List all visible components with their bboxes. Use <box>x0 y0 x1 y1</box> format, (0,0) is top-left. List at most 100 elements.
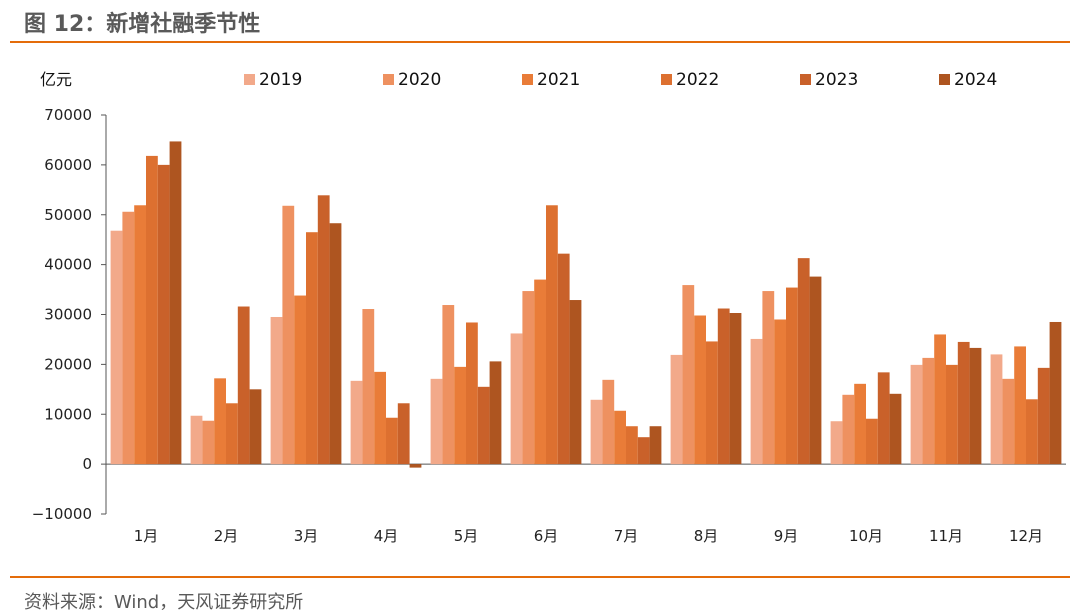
bar-2024-11 <box>969 347 982 465</box>
bar-2020-11 <box>922 357 935 465</box>
bar-2020-5 <box>442 305 455 465</box>
bar-2020-9 <box>762 291 775 465</box>
y-tick-label: 40000 <box>44 256 92 274</box>
bar-2019-11 <box>910 364 923 465</box>
bar-2019-7 <box>590 399 603 465</box>
x-tick-label: 9月 <box>774 527 799 545</box>
y-tick-label: 70000 <box>44 106 92 124</box>
bar-2019-4 <box>350 380 363 465</box>
bar-2020-2 <box>202 420 215 465</box>
bar-2019-12 <box>990 354 1003 465</box>
bar-2024-9 <box>809 276 822 465</box>
bar-2019-10 <box>830 421 843 465</box>
x-axis: 1月 2月 3月 4月 5月 6月 7月 8月 9月 10月 11月 12月 <box>106 463 1066 545</box>
figure-title: 图 12：新增社融季节性 <box>24 12 261 37</box>
bar-2019-2 <box>190 415 203 465</box>
y-tick-label: 10000 <box>44 405 92 423</box>
bar-2020-7 <box>602 379 615 465</box>
bar-2023-3 <box>317 195 330 465</box>
bar-2024-3 <box>329 223 342 465</box>
bar-2023-4 <box>397 403 410 465</box>
x-tick-label: 7月 <box>614 527 639 545</box>
y-tick-label: 20000 <box>44 355 92 373</box>
bar-2024-5 <box>489 361 502 465</box>
x-tick-label: 4月 <box>374 527 399 545</box>
legend-label: 2020 <box>398 70 441 90</box>
bar-2021-6 <box>534 279 546 465</box>
bar-2021-11 <box>934 334 946 465</box>
bar-2021-3 <box>294 295 306 465</box>
chart-legend: 2019 2020 2021 2022 2023 2024 <box>244 70 997 90</box>
legend-swatch <box>661 74 672 85</box>
bar-2020-1 <box>122 211 135 465</box>
bar-2023-1 <box>157 164 170 465</box>
legend-swatch <box>244 74 255 85</box>
x-tick-label: 8月 <box>694 527 719 545</box>
bar-2023-9 <box>797 258 810 465</box>
legend-swatch <box>383 74 394 85</box>
bar-2021-2 <box>214 378 226 465</box>
bar-2021-10 <box>854 383 866 465</box>
bar-chart: 2019 2020 2021 2022 2023 2024 −10000 0 10000 200… <box>32 70 1066 545</box>
legend-swatch <box>939 74 950 85</box>
x-tick-label: 10月 <box>849 527 883 545</box>
bar-2022-7 <box>626 426 638 465</box>
bar-2024-1 <box>169 141 182 465</box>
bar-2022-3 <box>306 232 318 465</box>
bar-2020-6 <box>522 291 535 465</box>
bar-2019-5 <box>430 378 443 465</box>
bar-2023-6 <box>557 253 570 465</box>
bar-2020-10 <box>842 394 855 465</box>
bar-2022-9 <box>786 287 798 465</box>
bar-2022-1 <box>146 155 158 465</box>
bar-2020-8 <box>682 285 695 465</box>
bar-2021-8 <box>694 315 706 465</box>
y-tick-label: 0 <box>82 455 92 473</box>
bar-2024-10 <box>889 393 902 465</box>
bar-2022-11 <box>946 364 958 465</box>
bar-2019-1 <box>110 230 123 465</box>
x-tick-label: 6月 <box>534 527 559 545</box>
bar-2022-4 <box>386 417 398 465</box>
bar-2023-5 <box>477 386 490 465</box>
legend-label: 2023 <box>815 70 858 90</box>
bar-2022-2 <box>226 403 238 465</box>
bar-2023-8 <box>717 308 730 465</box>
x-tick-label: 12月 <box>1009 527 1043 545</box>
legend-swatch <box>800 74 811 85</box>
bar-2023-2 <box>237 306 250 465</box>
bar-2020-4 <box>362 309 375 465</box>
bar-2023-12 <box>1037 367 1050 465</box>
bar-2019-6 <box>510 333 523 465</box>
bar-2019-3 <box>270 316 283 465</box>
y-tick-label: 50000 <box>44 206 92 224</box>
source-note: 资料来源：Wind，天风证券研究所 <box>24 592 304 613</box>
y-tick-label: 60000 <box>44 156 92 174</box>
x-tick-label: 11月 <box>929 527 963 545</box>
bar-2024-4 <box>409 464 422 468</box>
legend-swatch <box>522 74 533 85</box>
bar-2024-12 <box>1049 321 1062 465</box>
bar-2022-8 <box>706 341 718 465</box>
footer-divider <box>10 576 1070 578</box>
bar-2023-11 <box>957 341 970 465</box>
y-axis-unit-label: 亿元 <box>40 70 72 89</box>
bar-2020-3 <box>282 205 295 465</box>
bar-2021-4 <box>374 371 386 465</box>
bar-2020-12 <box>1002 378 1015 465</box>
bar-2024-2 <box>249 389 262 465</box>
bar-2019-9 <box>750 338 763 465</box>
bar-2021-5 <box>454 366 466 465</box>
bar-2022-10 <box>866 418 878 465</box>
bar-2023-7 <box>637 437 650 465</box>
bar-2024-8 <box>729 313 742 465</box>
bar-2024-6 <box>569 300 582 465</box>
legend-label: 2022 <box>676 70 719 90</box>
bar-2019-8 <box>670 354 683 465</box>
legend-label: 2019 <box>259 70 302 90</box>
bar-2023-10 <box>877 372 890 465</box>
title-divider <box>10 41 1070 43</box>
x-tick-label: 5月 <box>454 527 479 545</box>
y-axis: −10000 0 10000 20000 30000 40000 50000 60000 700… <box>32 106 107 523</box>
x-tick-label: 2月 <box>214 527 239 545</box>
